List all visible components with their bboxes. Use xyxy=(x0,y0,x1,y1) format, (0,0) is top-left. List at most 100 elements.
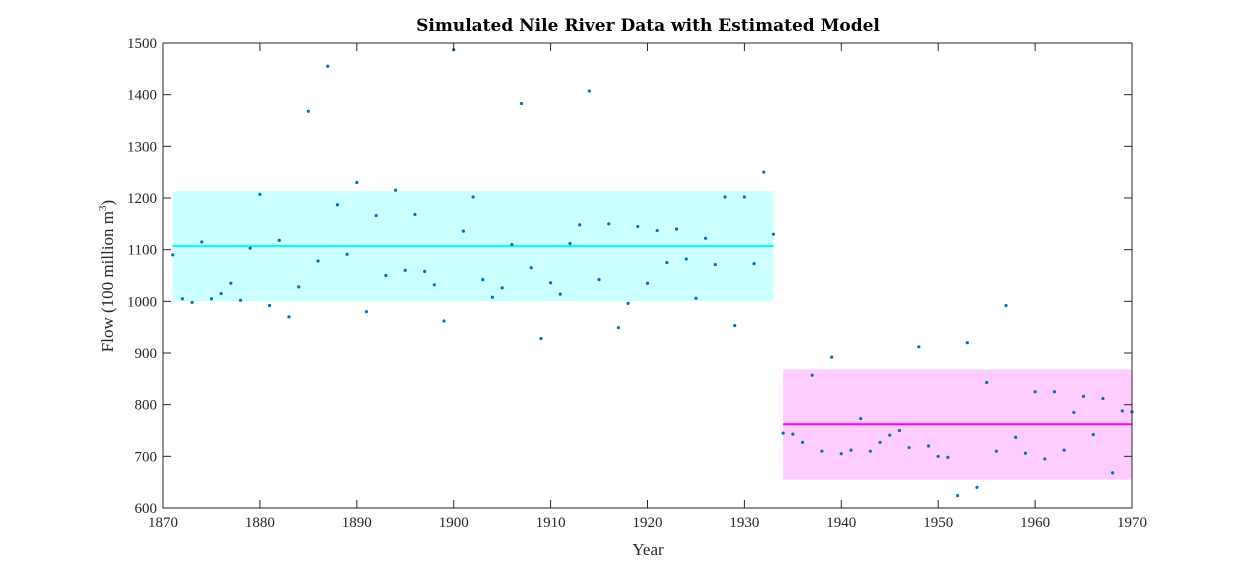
data-point xyxy=(1052,390,1057,394)
data-point xyxy=(1091,433,1095,437)
x-tick-label: 1870 xyxy=(148,515,178,531)
data-point xyxy=(917,345,921,349)
data-point xyxy=(674,227,679,231)
data-point xyxy=(704,236,708,240)
x-axis-ticks: 1870 1880 1890 1900 1910 1920 1930 1940 1950 1960… xyxy=(148,43,1147,531)
y-tick-label: 1000 xyxy=(127,294,157,310)
data-point xyxy=(587,89,591,93)
data-point xyxy=(190,300,194,304)
data-point xyxy=(316,259,320,263)
y-tick-label: 1200 xyxy=(127,191,157,207)
data-point xyxy=(539,336,543,341)
data-point xyxy=(791,432,795,436)
data-point xyxy=(393,188,398,192)
data-point xyxy=(1004,303,1008,308)
data-point xyxy=(510,242,514,247)
data-point xyxy=(694,296,698,300)
data-point xyxy=(771,232,776,236)
x-tick-label: 1960 xyxy=(1020,515,1050,531)
data-point xyxy=(229,281,233,285)
data-point xyxy=(1101,396,1105,401)
data-point xyxy=(955,494,960,498)
data-point xyxy=(868,449,872,453)
data-point xyxy=(907,445,911,450)
data-point xyxy=(636,224,640,229)
data-point xyxy=(742,195,747,199)
data-point xyxy=(238,298,243,302)
data-point xyxy=(597,278,601,282)
data-point xyxy=(1072,410,1076,415)
data-point xyxy=(830,355,834,359)
y-tick-label: 800 xyxy=(135,398,158,414)
data-point xyxy=(442,319,446,323)
data-point xyxy=(1111,471,1115,475)
data-point xyxy=(500,286,504,290)
x-tick-label: 1880 xyxy=(245,515,275,531)
data-point xyxy=(490,295,495,299)
data-point xyxy=(471,195,475,199)
data-point xyxy=(413,212,417,217)
data-point xyxy=(267,303,272,308)
x-tick-label: 1920 xyxy=(633,515,663,531)
data-point xyxy=(897,428,902,433)
data-point xyxy=(306,109,310,113)
data-point xyxy=(403,268,407,272)
data-point xyxy=(355,180,359,185)
y-axis-label: Flow (100 million m3) xyxy=(97,200,117,352)
y-axis-label-main: Flow (100 million m xyxy=(98,211,117,352)
data-point xyxy=(1081,394,1086,398)
data-point xyxy=(781,431,785,435)
data-point xyxy=(219,291,223,296)
data-point xyxy=(926,444,931,448)
data-point xyxy=(820,449,824,453)
data-point xyxy=(616,326,621,330)
data-point xyxy=(810,373,814,377)
y-tick-label: 1300 xyxy=(127,139,157,155)
data-point xyxy=(423,269,427,273)
y-tick-label: 1100 xyxy=(128,243,157,259)
data-point xyxy=(849,448,853,452)
data-point xyxy=(1023,451,1028,455)
data-point xyxy=(878,440,882,444)
data-point xyxy=(733,324,737,328)
data-point xyxy=(364,310,369,314)
data-point xyxy=(1043,457,1047,461)
data-point xyxy=(432,283,436,287)
y-axis-label-superscript: 3 xyxy=(97,205,109,211)
data-point xyxy=(171,253,175,257)
data-point xyxy=(965,341,969,345)
data-point xyxy=(335,203,340,207)
data-point xyxy=(1062,448,1066,452)
data-point xyxy=(752,262,756,266)
y-tick-label: 700 xyxy=(135,449,158,465)
data-point xyxy=(568,241,572,246)
y-tick-label: 600 xyxy=(135,501,158,517)
data-point xyxy=(859,417,863,421)
data-point xyxy=(888,433,892,437)
x-tick-label: 1950 xyxy=(923,515,953,531)
data-point xyxy=(655,228,659,233)
data-point xyxy=(209,297,214,301)
y-axis-ticks: 600 700 800 900 1000 1100 1200 1300 1400 1500 xyxy=(127,36,1132,517)
x-tick-label: 1970 xyxy=(1117,515,1147,531)
data-point xyxy=(800,440,805,444)
data-point xyxy=(384,273,388,278)
data-point xyxy=(1033,390,1037,394)
data-point xyxy=(287,315,291,319)
data-point xyxy=(374,213,378,218)
data-points xyxy=(171,48,1134,498)
data-point xyxy=(645,281,650,285)
data-point xyxy=(1014,435,1018,439)
x-tick-label: 1940 xyxy=(826,515,856,531)
data-point xyxy=(713,263,717,267)
y-axis-label-end: ) xyxy=(98,200,117,206)
data-point xyxy=(200,240,204,244)
data-point xyxy=(297,285,301,289)
data-point xyxy=(180,297,184,301)
data-point xyxy=(839,452,843,456)
y-tick-label: 1400 xyxy=(127,88,157,104)
data-point xyxy=(326,64,330,68)
data-point xyxy=(762,170,766,174)
data-point xyxy=(461,229,465,233)
